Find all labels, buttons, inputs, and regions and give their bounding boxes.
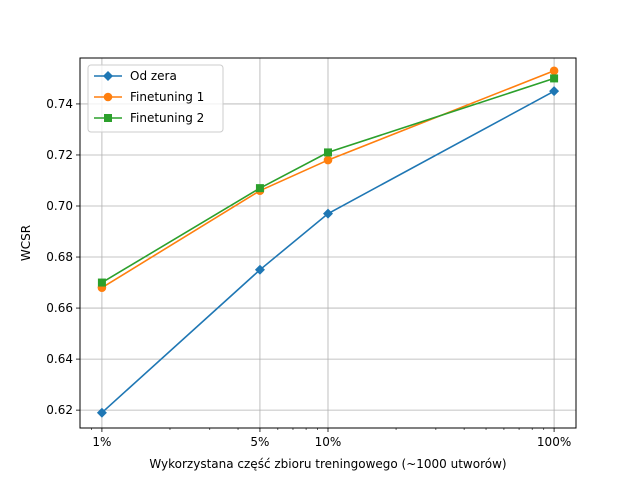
data-point-finetuning-2 <box>97 278 106 287</box>
y-tick-label: 0.68 <box>46 250 73 264</box>
x-tick-label: 5% <box>250 435 269 449</box>
y-axis-ticks: 0.62 0.64 0.66 0.68 0.70 0.72 0.74 <box>46 97 80 417</box>
data-point-od-zera <box>323 208 333 219</box>
series-finetuning-2 <box>97 74 559 287</box>
x-axis-label: Wykorzystana część zbioru treningowego (… <box>149 457 506 471</box>
data-point-finetuning-2 <box>255 184 264 193</box>
data-point-finetuning-2 <box>324 148 332 157</box>
y-tick-label: 0.74 <box>46 97 73 111</box>
data-point-od-zera <box>549 86 560 97</box>
data-point-od-zera <box>96 407 107 418</box>
y-axis-label: WCSR <box>19 225 33 261</box>
legend-marker-od-zera <box>103 71 113 81</box>
data-point-od-zera <box>254 264 265 275</box>
legend-label-finetuning-1: Finetuning 1 <box>130 90 204 104</box>
legend-box <box>87 64 224 133</box>
y-tick-label: 0.62 <box>46 403 73 417</box>
data-point-finetuning-1 <box>323 155 333 165</box>
legend-label-finetuning-2: Finetuning 2 <box>130 111 204 125</box>
series-line-finetuning-2 <box>101 77 555 284</box>
y-tick-label: 0.66 <box>46 301 73 315</box>
series-line-od-zera <box>101 90 555 414</box>
data-point-finetuning-1 <box>549 66 559 76</box>
legend-label-od-zera: Od zera <box>130 69 177 83</box>
legend: Od zera Finetuning 1 Finetuning 2 <box>87 64 224 133</box>
y-tick-label: 0.64 <box>46 352 73 366</box>
x-tick-label: 1% <box>92 435 111 449</box>
y-tick-label: 0.72 <box>46 148 73 162</box>
legend-marker-finetuning-1 <box>103 92 113 102</box>
grid-lines <box>80 58 576 428</box>
x-axis-ticks: 1% 5% 10% 100% <box>92 428 571 449</box>
series-od-zera <box>96 86 560 418</box>
legend-marker-finetuning-2 <box>104 114 112 122</box>
x-tick-label: 100% <box>537 435 571 449</box>
x-tick-label: 10% <box>315 435 342 449</box>
data-point-finetuning-2 <box>550 74 559 83</box>
series-layer <box>96 66 560 418</box>
y-tick-label: 0.70 <box>46 199 73 213</box>
